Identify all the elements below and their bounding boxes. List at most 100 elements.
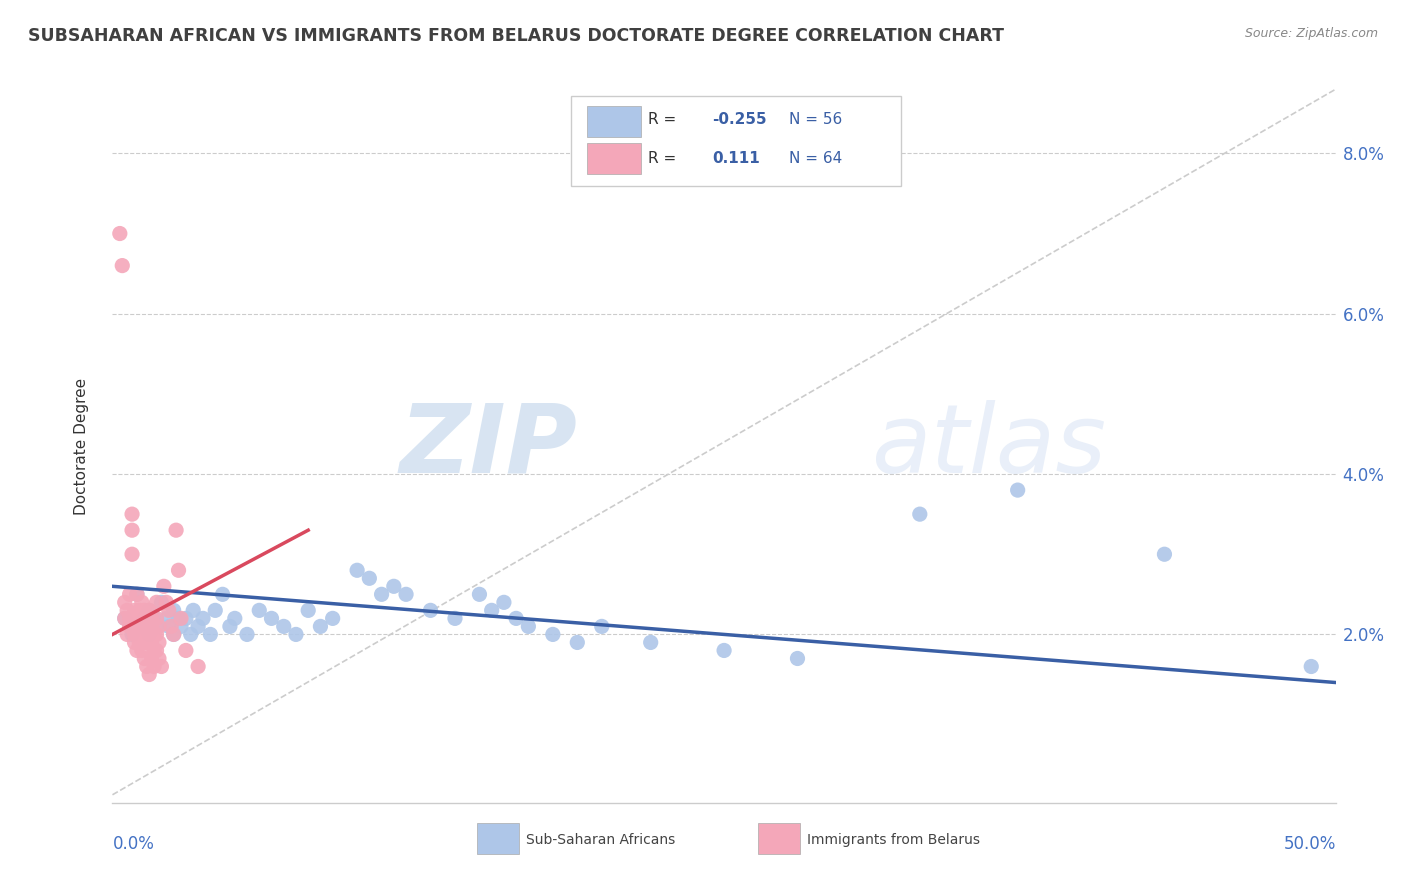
Point (124, 603, 146, 617)
Point (115, 627, 138, 641)
Point (134, 603, 156, 617)
Text: R =: R = (648, 112, 682, 128)
Text: 0.0%: 0.0% (112, 835, 155, 853)
Point (131, 643, 153, 657)
Point (174, 611, 197, 625)
Point (505, 611, 527, 625)
Text: ZIP: ZIP (399, 400, 578, 492)
Point (128, 603, 150, 617)
FancyBboxPatch shape (758, 822, 800, 855)
Point (141, 619, 163, 633)
Point (517, 619, 540, 633)
Point (419, 603, 441, 617)
Point (567, 635, 589, 649)
Point (118, 587, 141, 601)
Point (148, 619, 170, 633)
Point (108, 227, 131, 241)
Point (395, 587, 418, 601)
Point (155, 611, 177, 625)
Point (125, 627, 148, 641)
Point (138, 603, 160, 617)
Point (148, 635, 170, 649)
Point (118, 611, 141, 625)
Point (444, 611, 467, 625)
Point (143, 659, 166, 673)
FancyBboxPatch shape (588, 105, 641, 137)
Point (359, 571, 381, 585)
Point (131, 595, 153, 609)
Point (124, 635, 146, 649)
Point (131, 619, 153, 633)
Point (121, 627, 143, 641)
Point (114, 611, 136, 625)
Text: 0.111: 0.111 (711, 151, 759, 166)
Point (157, 619, 180, 633)
Point (1153, 547, 1175, 561)
Point (180, 627, 202, 641)
Point (247, 603, 270, 617)
Point (211, 587, 233, 601)
Point (786, 651, 808, 665)
Point (124, 627, 146, 641)
Point (148, 651, 170, 665)
Point (1007, 483, 1029, 497)
Point (114, 611, 136, 625)
Point (143, 627, 166, 641)
Point (145, 643, 167, 657)
Point (115, 603, 138, 617)
Text: SUBSAHARAN AFRICAN VS IMMIGRANTS FROM BELARUS DOCTORATE DEGREE CORRELATION CHART: SUBSAHARAN AFRICAN VS IMMIGRANTS FROM BE… (28, 27, 1004, 45)
Point (181, 603, 204, 617)
Point (121, 547, 143, 561)
Point (141, 611, 163, 625)
Point (111, 259, 134, 273)
Text: N = 56: N = 56 (789, 112, 842, 128)
Point (174, 643, 197, 657)
Point (165, 523, 187, 537)
Point (163, 627, 186, 641)
Point (135, 611, 157, 625)
Point (121, 507, 143, 521)
Text: atlas: atlas (870, 400, 1107, 492)
Point (273, 619, 295, 633)
Point (187, 619, 209, 633)
Point (1301, 659, 1323, 673)
Point (145, 611, 167, 625)
Point (167, 611, 190, 625)
Point (591, 619, 613, 633)
Point (138, 667, 160, 681)
Text: 50.0%: 50.0% (1284, 835, 1336, 853)
Point (713, 643, 735, 657)
Point (157, 603, 180, 617)
Point (128, 635, 150, 649)
Point (138, 635, 160, 649)
Point (167, 563, 190, 577)
Point (170, 619, 193, 633)
Point (382, 579, 405, 593)
Point (309, 619, 332, 633)
Point (640, 635, 662, 649)
Point (481, 603, 503, 617)
Text: Immigrants from Belarus: Immigrants from Belarus (807, 833, 980, 847)
Point (153, 579, 176, 593)
Text: Doctorate Degree: Doctorate Degree (75, 377, 90, 515)
Point (135, 659, 157, 673)
Text: -0.255: -0.255 (711, 112, 766, 128)
Point (346, 563, 368, 577)
Point (236, 627, 259, 641)
Point (125, 587, 148, 601)
Point (908, 507, 931, 521)
Point (125, 587, 148, 601)
Point (204, 603, 226, 617)
Point (187, 659, 209, 673)
Point (134, 619, 156, 633)
Point (143, 643, 166, 657)
FancyBboxPatch shape (588, 143, 641, 174)
Point (138, 627, 160, 641)
Point (131, 627, 153, 641)
Point (541, 627, 564, 641)
Point (141, 651, 163, 665)
Point (121, 523, 143, 537)
Point (163, 627, 186, 641)
Point (143, 611, 166, 625)
Point (150, 659, 173, 673)
